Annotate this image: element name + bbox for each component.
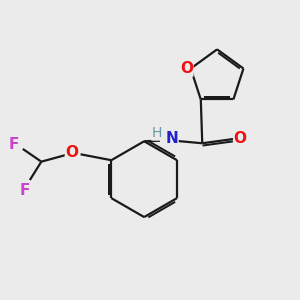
Text: O: O [234, 131, 247, 146]
Text: N: N [165, 131, 178, 146]
Text: F: F [8, 137, 19, 152]
Text: O: O [180, 61, 193, 76]
Text: F: F [20, 183, 31, 198]
Text: H: H [152, 126, 162, 140]
Text: O: O [65, 146, 79, 160]
